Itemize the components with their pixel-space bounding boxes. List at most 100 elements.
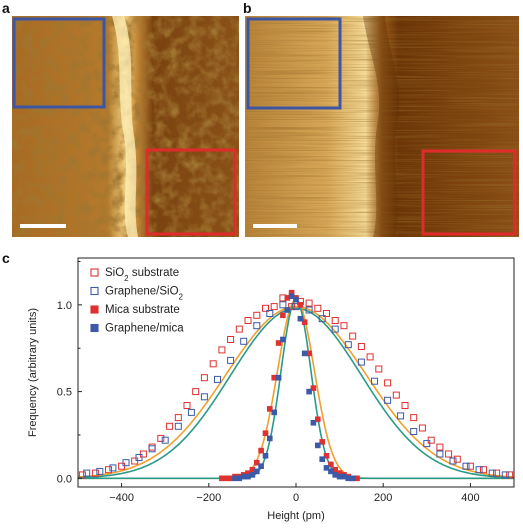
legend: SiO2 substrate Graphene/SiO2 Mica substrat… [90, 267, 184, 335]
legend-marker-0 [90, 268, 99, 277]
data-point-series-0 [493, 469, 501, 477]
red-box-b [421, 149, 517, 236]
red-box-a [145, 148, 237, 236]
x-tick-label: 400 [461, 492, 479, 504]
data-point-series-0 [174, 414, 182, 422]
data-point-series-3 [271, 409, 278, 416]
data-point-series-3 [254, 468, 260, 475]
afm-image-a [12, 16, 239, 237]
legend-label-0: SiO2 substrate [105, 267, 179, 283]
data-point-series-3 [301, 350, 308, 357]
chart-canvas: −400 −200 0 200 400 0.0 0.5 1.0 Height (pm) Fre… [27, 257, 515, 522]
data-point-series-0 [480, 466, 487, 474]
axis-ticks: −400 −200 0 200 400 0.0 0.5 1.0 [57, 260, 480, 504]
data-point-series-2 [323, 453, 330, 459]
data-point-series-3 [280, 336, 286, 343]
data-point-series-3 [266, 435, 273, 442]
afm-image-a-canvas [12, 16, 239, 237]
data-point-series-0 [91, 469, 99, 477]
data-point-series-3 [275, 374, 282, 381]
data-point-series-2 [280, 312, 286, 319]
x-tick-label: −200 [196, 492, 221, 504]
data-point-series-3 [310, 420, 317, 426]
data-point-series-0 [445, 450, 453, 458]
data-point-series-1 [161, 436, 169, 444]
data-point-series-1 [135, 454, 143, 461]
data-point-series-1 [187, 408, 195, 416]
data-point-series-3 [249, 472, 256, 478]
data-point-series-0 [105, 466, 112, 474]
data-point-series-2 [301, 319, 308, 325]
scale-bar-a [20, 224, 66, 228]
data-point-series-0 [357, 343, 365, 350]
data-point-series-0 [244, 317, 252, 324]
data-point-series-1 [240, 337, 248, 345]
data-point-series-1 [148, 445, 156, 453]
data-point-series-0 [157, 434, 165, 442]
legend-marker-1 [90, 286, 99, 296]
data-point-series-0 [375, 365, 383, 373]
legend-marker-2 [90, 305, 99, 314]
legend-label-3: Graphene/mica [105, 323, 184, 335]
data-point-series-3 [349, 475, 356, 482]
data-point-series-3 [328, 468, 334, 475]
legend-marker-3 [90, 323, 99, 333]
fit-curve-0 [77, 305, 515, 478]
data-point-series-1 [318, 315, 326, 323]
data-point-series-3 [258, 463, 264, 469]
data-point-series-1 [331, 325, 339, 333]
data-point-series-0 [78, 471, 86, 479]
data-point-series-1 [357, 358, 365, 366]
data-point-series-2 [262, 430, 269, 436]
data-point-series-0 [288, 303, 296, 311]
y-tick-label: 0.5 [57, 387, 72, 399]
data-point-series-0 [235, 325, 243, 333]
data-point-series-3 [297, 315, 304, 322]
data-point-series-3 [262, 453, 269, 459]
data-point-series-0 [401, 402, 409, 409]
data-point-series-1 [397, 412, 405, 420]
data-point-series-1 [174, 422, 182, 430]
data-point-series-2 [319, 439, 326, 445]
data-point-series-0 [323, 310, 330, 317]
x-tick-label: 0 [293, 492, 299, 504]
data-point-series-0 [331, 317, 339, 324]
data-point-series-0 [314, 304, 322, 312]
blue-box-b [246, 17, 342, 110]
data-point-series-0 [384, 379, 392, 387]
data-point-series-1 [462, 462, 470, 470]
data-point-series-0 [227, 336, 235, 343]
data-point-series-0 [305, 299, 313, 307]
data-point-series-3 [284, 307, 291, 313]
x-tick-label: −400 [109, 492, 134, 504]
data-point-series-1 [344, 341, 352, 349]
scale-bar-b [253, 224, 297, 228]
data-point-series-1 [279, 301, 287, 309]
data-point-series-1 [200, 393, 208, 401]
y-tick-label: 1.0 [57, 300, 72, 312]
data-point-series-2 [314, 416, 321, 423]
data-point-series-1 [83, 469, 91, 477]
data-point-series-1 [371, 377, 378, 385]
data-point-series-2 [254, 459, 260, 466]
data-point-series-0 [392, 391, 400, 399]
data-point-series-0 [209, 360, 217, 368]
data-point-series-1 [266, 310, 274, 317]
afm-image-b-canvas [245, 16, 519, 237]
data-point-series-2 [297, 301, 304, 308]
data-point-series-1 [410, 428, 418, 435]
data-point-series-0 [200, 374, 208, 382]
data-point-series-3 [319, 456, 326, 462]
legend-label-2: Mica substrate [105, 304, 180, 316]
panel-label-a: a [2, 0, 10, 16]
data-point-series-1 [109, 464, 117, 472]
data-point-series-2 [328, 461, 334, 468]
data-point-series-0 [506, 471, 514, 479]
data-point-series-0 [436, 443, 444, 451]
data-point-series-1 [96, 467, 104, 475]
data-point-series-1 [214, 375, 221, 383]
panel-label-c: c [2, 250, 10, 266]
data-point-series-0 [270, 303, 278, 311]
data-point-series-1 [253, 322, 261, 330]
data-point-series-1 [475, 466, 483, 474]
